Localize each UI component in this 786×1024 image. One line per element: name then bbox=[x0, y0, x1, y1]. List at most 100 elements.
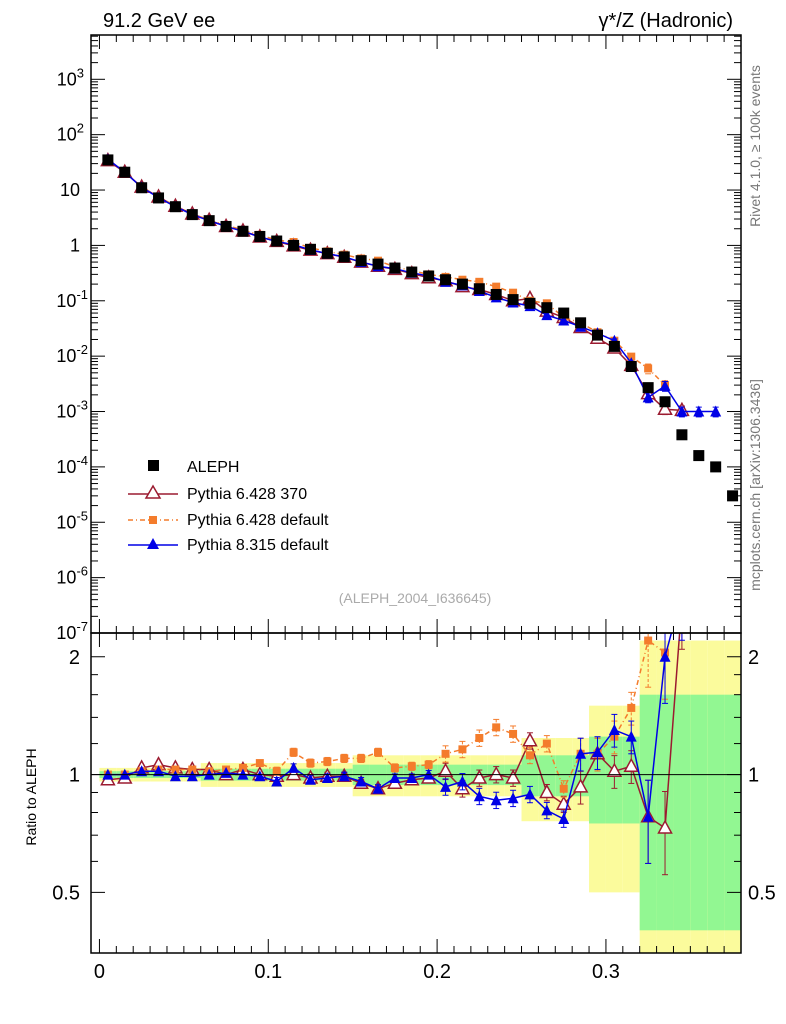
data-point bbox=[591, 746, 603, 758]
data-point bbox=[254, 770, 266, 782]
series-line bbox=[107, 159, 682, 412]
data-point bbox=[558, 812, 570, 824]
band-green bbox=[521, 755, 539, 797]
data-point bbox=[186, 209, 198, 221]
data-point bbox=[304, 773, 316, 785]
data-point bbox=[488, 765, 504, 781]
data-point bbox=[220, 766, 232, 778]
data-point bbox=[659, 396, 671, 408]
legend-py8-def-marker bbox=[147, 538, 159, 549]
data-point bbox=[659, 379, 671, 391]
ratio-tick-label-right: 2 bbox=[748, 647, 759, 669]
series-aleph bbox=[102, 154, 739, 502]
data-point bbox=[558, 307, 570, 319]
data-point bbox=[323, 757, 332, 766]
data-point bbox=[441, 749, 450, 758]
data-point bbox=[456, 278, 468, 290]
data-point bbox=[710, 461, 722, 473]
data-point bbox=[542, 739, 551, 748]
data-point bbox=[676, 429, 688, 441]
header-right: γ*/Z (Hadronic) bbox=[599, 10, 733, 32]
y-tick-label: 10-5 bbox=[56, 508, 88, 532]
data-point bbox=[238, 763, 247, 772]
data-point bbox=[606, 762, 623, 777]
data-point bbox=[119, 166, 131, 178]
lower-bands bbox=[99, 640, 741, 953]
data-point bbox=[541, 302, 553, 314]
data-point bbox=[727, 490, 739, 502]
band-green bbox=[673, 694, 691, 931]
data-point bbox=[437, 762, 454, 777]
data-point bbox=[321, 247, 333, 259]
y-tick-label: 10-4 bbox=[56, 453, 88, 477]
watermark: (ALEPH_2004_I636645) bbox=[339, 590, 492, 606]
ratio-tick-label-right: 1 bbox=[748, 765, 759, 787]
data-point bbox=[539, 783, 555, 799]
ratio-tick-label: 1 bbox=[69, 765, 80, 787]
ratio-ylabel: Ratio to ALEPH bbox=[23, 748, 39, 845]
legend-py6-370-label: Pythia 6.428 370 bbox=[187, 486, 307, 503]
data-point bbox=[524, 788, 536, 800]
data-point bbox=[389, 771, 401, 783]
data-point bbox=[524, 297, 536, 309]
data-point bbox=[338, 251, 350, 263]
data-point bbox=[608, 723, 620, 735]
upper-plot-area bbox=[100, 152, 739, 502]
x-tick-label: 0.2 bbox=[423, 961, 451, 983]
data-point bbox=[473, 790, 485, 802]
data-point bbox=[623, 757, 640, 773]
x-tick-label: 0.3 bbox=[592, 961, 620, 983]
x-tick-label: 0.1 bbox=[254, 961, 282, 983]
y-tick-label: 10-1 bbox=[56, 287, 88, 311]
data-point bbox=[203, 215, 215, 227]
data-point bbox=[525, 751, 534, 760]
band-green bbox=[724, 694, 741, 931]
data-point bbox=[153, 192, 165, 204]
data-point bbox=[220, 220, 232, 232]
lower-frame bbox=[90, 632, 742, 954]
data-point bbox=[675, 596, 688, 608]
data-point bbox=[102, 154, 114, 166]
series-py6_def bbox=[103, 155, 670, 391]
data-point bbox=[338, 770, 350, 782]
data-point bbox=[559, 784, 568, 793]
data-point bbox=[169, 201, 181, 213]
data-point bbox=[423, 270, 435, 282]
series-line bbox=[107, 158, 666, 386]
data-point bbox=[186, 770, 198, 782]
data-point bbox=[188, 765, 197, 774]
data-point bbox=[440, 274, 452, 286]
data-point bbox=[153, 765, 165, 777]
data-point bbox=[458, 745, 467, 754]
data-point bbox=[340, 754, 349, 763]
y-tick-label: 103 bbox=[57, 65, 84, 89]
data-point bbox=[627, 703, 636, 712]
y-tick-label: 10-2 bbox=[56, 342, 88, 366]
band-green bbox=[707, 694, 725, 931]
legend-py8-def-label: Pythia 8.315 default bbox=[187, 537, 329, 554]
data-point bbox=[237, 225, 249, 237]
data-point bbox=[288, 761, 300, 773]
y-tick-label: 102 bbox=[57, 121, 84, 145]
data-point bbox=[676, 588, 687, 599]
data-point bbox=[676, 405, 688, 417]
data-point bbox=[575, 747, 587, 759]
legend-aleph-label: ALEPH bbox=[187, 459, 239, 476]
data-point bbox=[271, 235, 283, 247]
data-point bbox=[644, 636, 653, 645]
data-point bbox=[475, 734, 484, 743]
ratio-tick-label: 0.5 bbox=[52, 882, 80, 904]
data-point bbox=[490, 794, 502, 806]
ratio-line bbox=[107, 639, 666, 791]
ratio-tick-label: 2 bbox=[69, 647, 80, 669]
data-point bbox=[657, 400, 673, 415]
data-point bbox=[321, 771, 333, 783]
data-point bbox=[492, 723, 501, 732]
data-point bbox=[657, 819, 673, 834]
data-point bbox=[136, 765, 148, 777]
data-point bbox=[171, 765, 180, 774]
y-tick-label: 10-7 bbox=[56, 619, 88, 643]
y-tick-label: 10 bbox=[60, 180, 80, 200]
series-py8_def bbox=[102, 153, 722, 418]
band-green bbox=[555, 755, 573, 797]
